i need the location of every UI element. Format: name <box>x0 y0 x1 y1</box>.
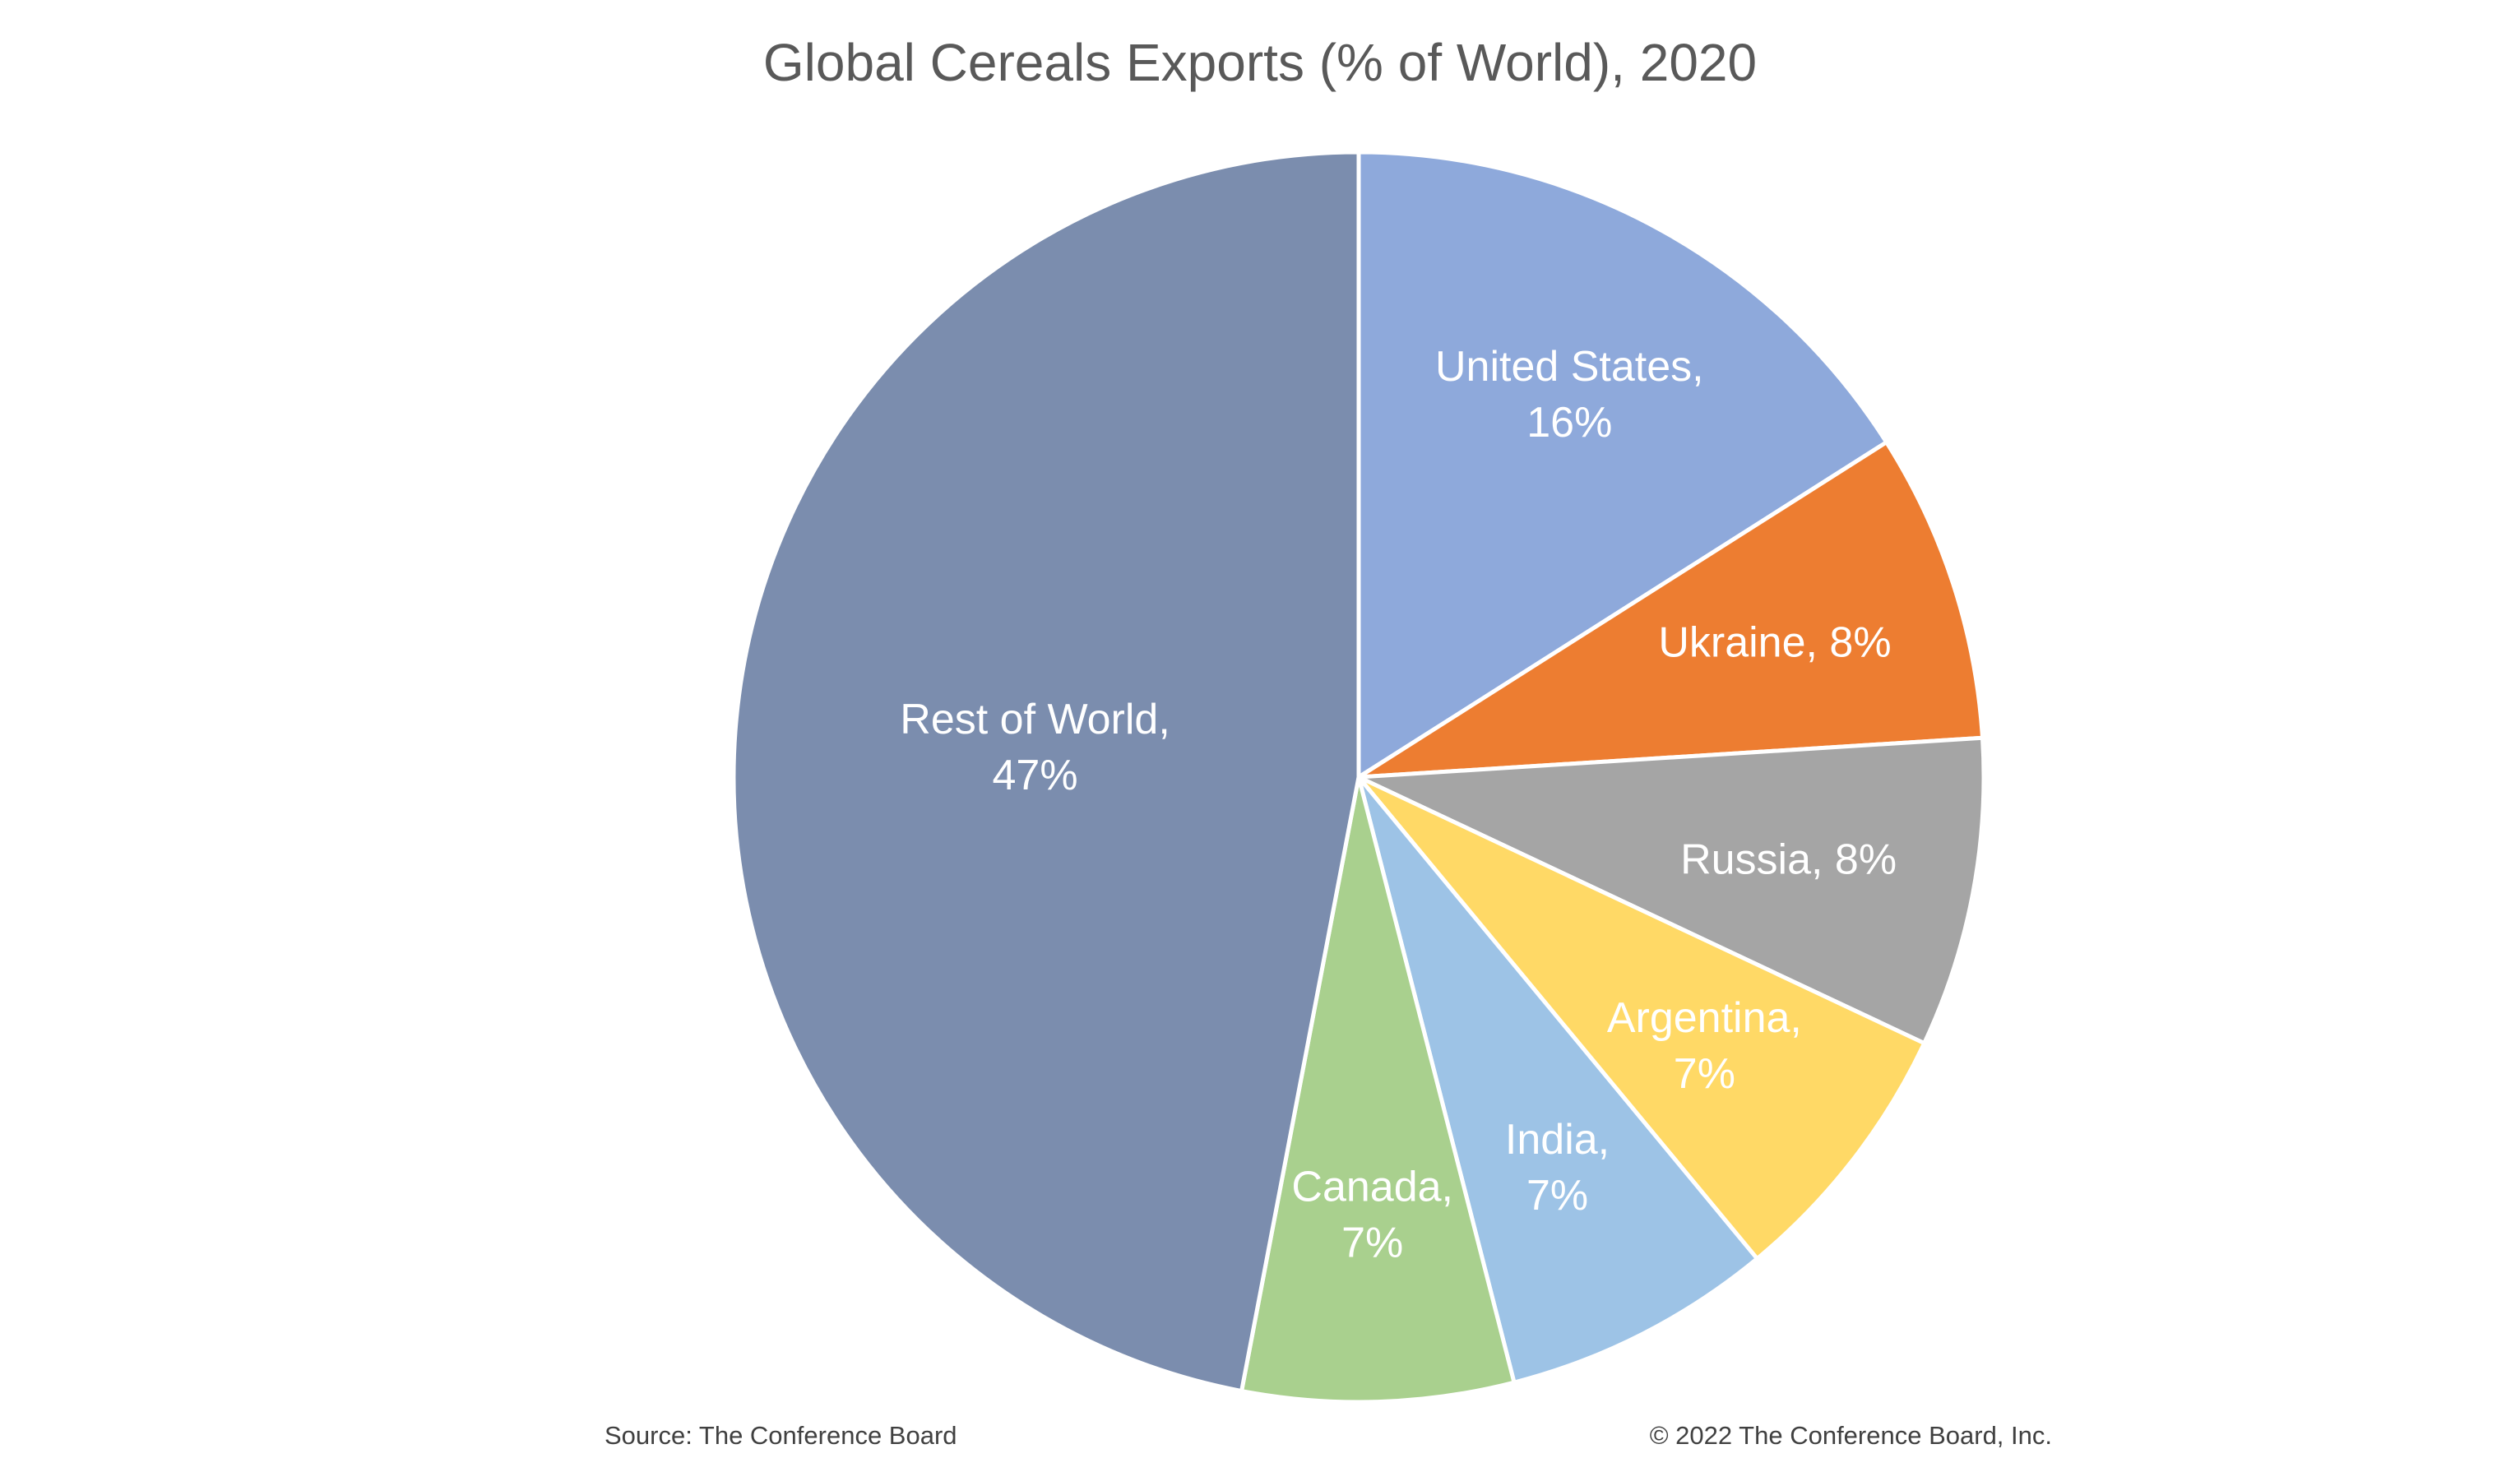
pie-slice-labels: United States, 16% Ukraine, 8% Russia, 8% Ar… <box>900 343 1897 1267</box>
slice-label-russia: Russia, 8% <box>1680 836 1897 884</box>
pie-slice-argentina <box>1356 775 1927 1261</box>
pie-slice-canada <box>1239 775 1517 1405</box>
pie-slice-united-states <box>1356 150 1889 780</box>
slice-label-line: 47% <box>993 752 1078 799</box>
pie-slice-ukraine <box>1356 440 1985 780</box>
slice-label-line: 7% <box>1674 1050 1735 1098</box>
pie-slice-russia <box>1356 735 1986 1046</box>
slice-label-united-states: United States, 16% <box>1435 343 1704 447</box>
slice-label-rest-of-world: Rest of World, 47% <box>900 696 1170 799</box>
slice-label-line: India, <box>1505 1116 1610 1164</box>
slice-label-ukraine: Ukraine, 8% <box>1658 619 1891 667</box>
copyright-note: © 2022 The Conference Board, Inc. <box>1650 1421 2052 1450</box>
slice-label-line: Russia, 8% <box>1680 836 1897 884</box>
pie-slice-india <box>1356 775 1759 1385</box>
pie-slices <box>731 150 1986 1405</box>
slice-label-argentina: Argentina, 7% <box>1607 994 1802 1098</box>
slice-label-line: Rest of World, <box>900 696 1170 743</box>
slice-label-line: Ukraine, 8% <box>1658 619 1891 667</box>
slice-label-canada: Canada, 7% <box>1291 1164 1453 1267</box>
pie-slice-rest-of-world <box>731 150 1361 1394</box>
slice-label-line: United States, <box>1435 343 1704 391</box>
source-note: Source: The Conference Board <box>605 1421 957 1450</box>
slice-label-line: 16% <box>1526 399 1612 447</box>
slice-label-line: Argentina, <box>1607 994 1802 1042</box>
slice-label-india: India, 7% <box>1505 1116 1610 1220</box>
slice-label-line: Canada, <box>1291 1164 1453 1211</box>
chart-title: Global Cereals Exports (% of World), 202… <box>763 33 1757 92</box>
slice-label-line: 7% <box>1341 1220 1403 1267</box>
slice-label-line: 7% <box>1526 1172 1588 1220</box>
